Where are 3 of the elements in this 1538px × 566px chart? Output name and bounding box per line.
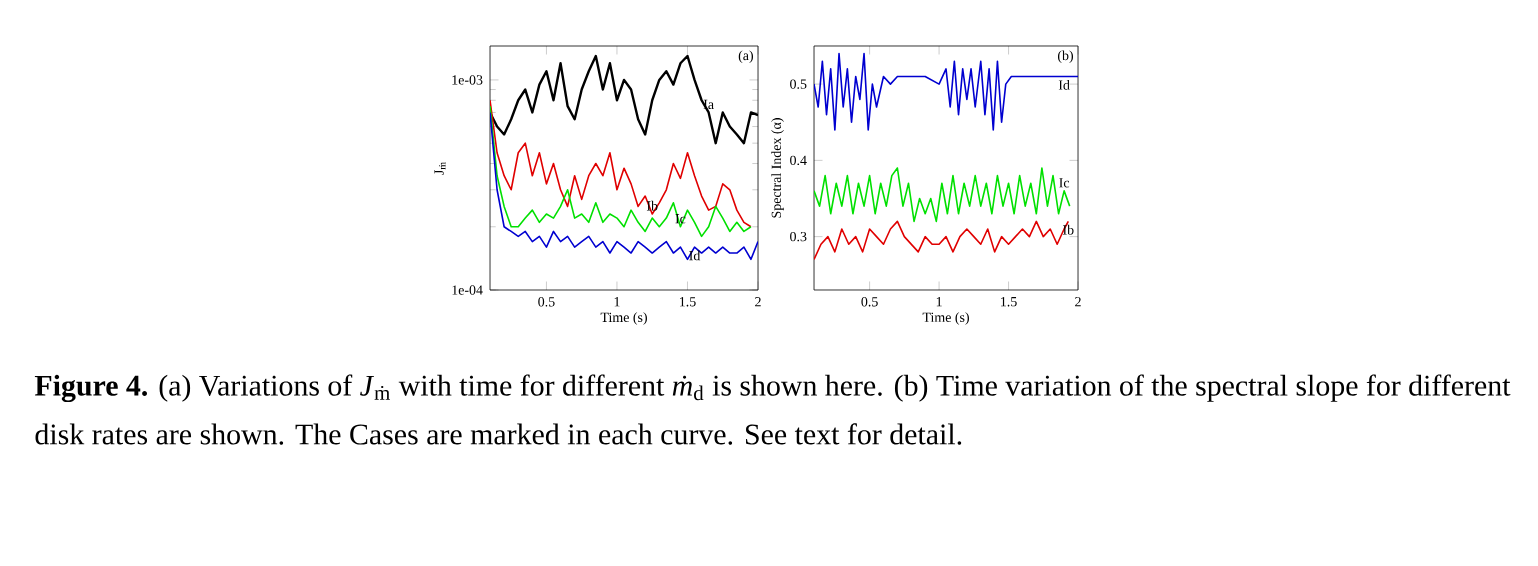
line-series bbox=[490, 111, 759, 261]
line-series bbox=[814, 167, 1071, 223]
text: Figure 4. (a) Variations of J$_{ṁ}$ with time for different ṁ$_{d}$ is shown here. (b) Time variation of the spectral slope for different disk rates are shown. The Cases are marked in each curve. See text for detail. bbox=[34, 374, 1511, 445]
